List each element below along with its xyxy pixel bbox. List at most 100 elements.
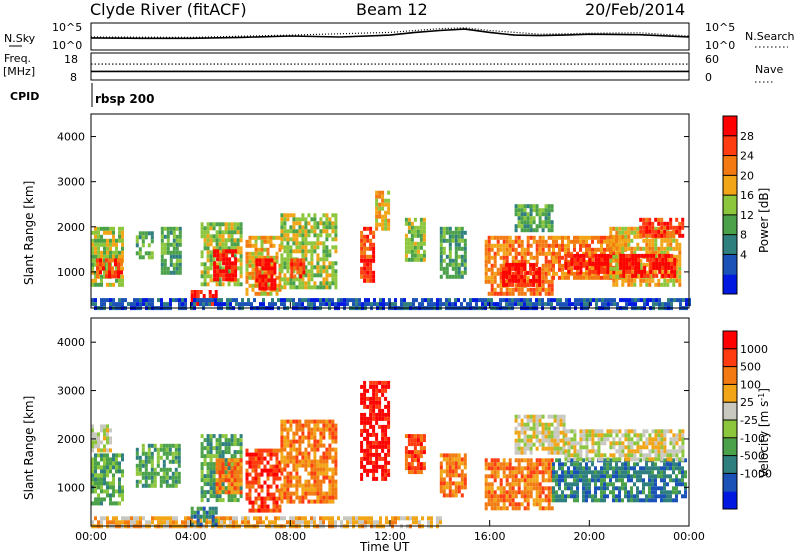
velocity-cell (307, 423, 311, 428)
power-cell (280, 253, 284, 258)
velocity-cell (378, 456, 382, 461)
power-cell (100, 302, 103, 307)
velocity-cell (562, 438, 566, 443)
power-cell (600, 235, 603, 240)
power-cell (233, 282, 237, 287)
power-cell (298, 225, 302, 230)
velocity-cell (627, 490, 630, 495)
power-cell (97, 282, 100, 287)
power-cell (278, 287, 282, 292)
power-cell (678, 258, 682, 263)
power-cell (313, 285, 317, 290)
power-cell (502, 255, 506, 260)
power-cell (660, 225, 664, 230)
power-cell (141, 255, 145, 260)
power-cell (600, 265, 604, 270)
power-cell (448, 258, 452, 263)
power-cell (292, 249, 296, 254)
velocity-cell (547, 478, 551, 483)
power-cell (190, 302, 193, 307)
velocity-cell (419, 446, 423, 451)
power-cell (313, 221, 317, 226)
power-cell (442, 258, 446, 263)
power-cell (227, 226, 231, 231)
velocity-cell (582, 433, 586, 438)
power-cell (657, 278, 661, 283)
power-cell (160, 302, 163, 307)
velocity-cell (272, 508, 276, 513)
power-cell (535, 204, 539, 209)
power-cell (618, 230, 622, 235)
power-cell (274, 302, 277, 307)
power-cell (529, 220, 533, 225)
velocity-cell (600, 482, 603, 487)
power-cell (384, 226, 388, 231)
velocity-cell (454, 453, 458, 458)
power-cell (115, 242, 118, 247)
velocity-cell (651, 482, 654, 487)
velocity-cell (463, 473, 467, 478)
power-cell (361, 302, 364, 307)
power-cell (163, 250, 167, 255)
velocity-cell (642, 470, 645, 475)
power-cell (460, 270, 464, 275)
velocity-cell (508, 470, 512, 475)
velocity-cell (445, 457, 449, 462)
velocity-cell (526, 502, 530, 507)
power-cell (655, 257, 659, 262)
power-cell (115, 302, 118, 307)
power-cell (346, 298, 349, 303)
velocity-cell (289, 495, 293, 500)
velocity-cell (561, 466, 564, 471)
power-cell (478, 298, 481, 303)
power-cell (261, 282, 265, 287)
power-cell (594, 251, 597, 256)
velocity-cell (526, 426, 530, 431)
power-cell (163, 270, 167, 275)
velocity-cell (171, 475, 175, 480)
power-cell (532, 204, 536, 209)
power-cell (228, 261, 232, 266)
power-cell (673, 257, 677, 262)
power-cell (496, 283, 500, 288)
velocity-cell (651, 494, 654, 499)
power-cell (334, 285, 338, 290)
power-cell (547, 287, 551, 292)
velocity-cell (511, 482, 515, 487)
velocity-cell (573, 482, 576, 487)
velocity-cell (112, 457, 115, 462)
velocity-cell (206, 438, 210, 443)
power-cell (278, 271, 282, 276)
power-cell (212, 246, 216, 251)
velocity-cell (156, 471, 160, 476)
power-cell (675, 266, 679, 271)
velocity-cell (582, 474, 585, 479)
velocity-cell (233, 494, 237, 499)
velocity-cell (224, 450, 228, 455)
power-cell (658, 269, 662, 274)
power-cell (169, 230, 173, 235)
velocity-cell (97, 465, 100, 470)
velocity-cell (457, 457, 461, 462)
velocity-cell (200, 450, 204, 455)
power-cell (508, 266, 512, 271)
power-cell (600, 247, 603, 252)
velocity-cell (239, 474, 243, 479)
velocity-cell (612, 494, 615, 499)
power-cell (91, 230, 94, 235)
power-cell (166, 266, 170, 271)
power-cell (634, 261, 638, 266)
velocity-cell (331, 427, 335, 432)
power-cell (289, 225, 293, 230)
velocity-cell (621, 462, 624, 467)
power-cell (484, 267, 488, 272)
velocity-cell (144, 463, 148, 468)
power-cell (514, 298, 517, 303)
velocity-cell (585, 437, 589, 442)
power-cell (457, 246, 461, 251)
velocity-cell (171, 455, 175, 460)
velocity-cell (615, 466, 618, 471)
power-cell (325, 233, 329, 238)
velocity-cell (360, 444, 364, 449)
power-cell (634, 302, 637, 307)
